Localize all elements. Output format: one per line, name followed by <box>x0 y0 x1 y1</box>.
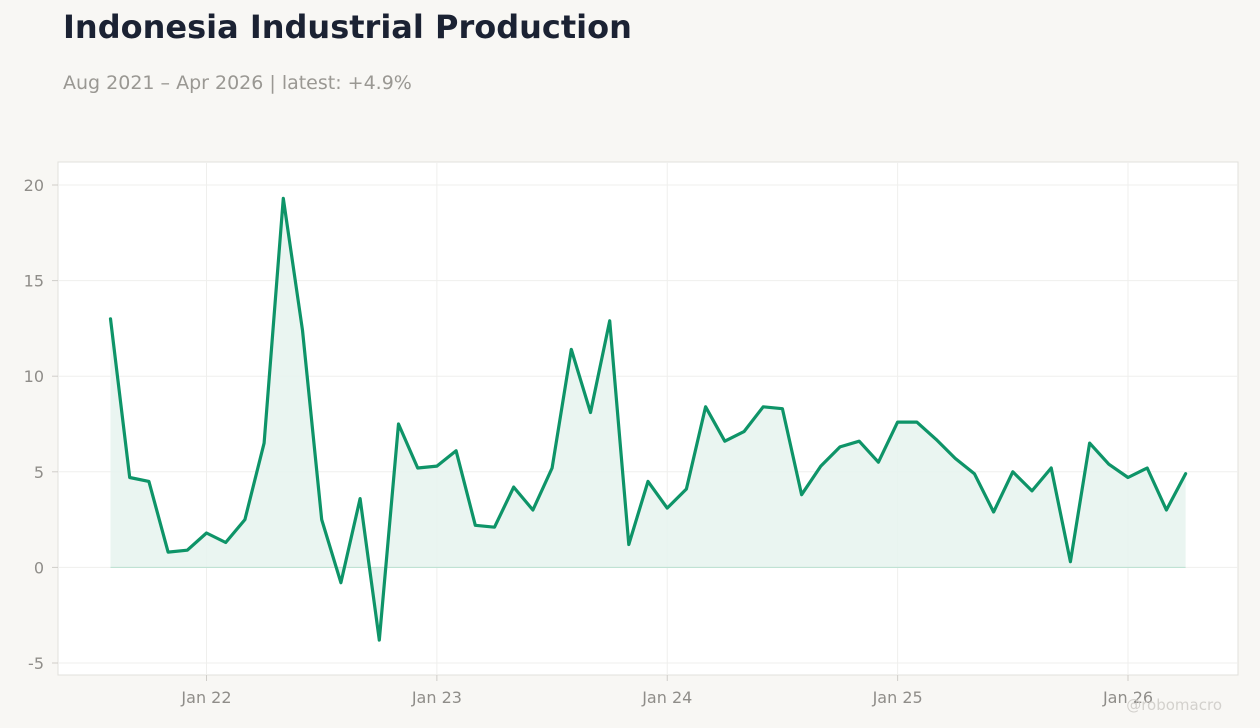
data-point <box>1165 509 1167 511</box>
area-path <box>110 198 1186 641</box>
data-point <box>743 431 745 433</box>
data-point <box>206 532 207 534</box>
data-point <box>935 438 937 440</box>
chart-subtitle: Aug 2021 – Apr 2026 | latest: +4.9% <box>63 72 412 94</box>
data-point <box>1050 467 1052 469</box>
y-tick-label: 5 <box>34 463 44 482</box>
data-point <box>263 442 265 444</box>
data-point <box>724 440 726 442</box>
data-point <box>877 461 879 463</box>
y-tick-label: 15 <box>24 272 44 291</box>
plot-area <box>57 161 1239 676</box>
data-point <box>590 412 591 413</box>
data-point <box>532 509 534 511</box>
data-point <box>762 406 764 408</box>
data-point <box>820 465 822 467</box>
data-point <box>340 582 342 584</box>
data-point <box>897 421 899 423</box>
data-point <box>1089 442 1091 444</box>
y-tick-label: -5 <box>28 654 44 673</box>
data-point <box>685 488 687 490</box>
x-tick-label: Jan 24 <box>641 688 692 707</box>
data-point <box>321 519 323 521</box>
data-point <box>417 467 419 469</box>
x-tick-label: Jan 26 <box>1102 688 1153 707</box>
data-point <box>781 408 783 410</box>
data-point <box>378 639 380 641</box>
x-tick-label: Jan 25 <box>872 688 923 707</box>
series-line <box>108 196 1188 642</box>
x-tick-label: Jan 22 <box>180 688 231 707</box>
data-point <box>455 450 457 452</box>
x-tick-label: Jan 23 <box>411 688 462 707</box>
data-point <box>282 197 284 199</box>
y-tick-label: 20 <box>24 176 44 195</box>
data-point <box>1127 477 1129 478</box>
data-point <box>1185 473 1187 475</box>
y-tick-label: 10 <box>24 367 44 386</box>
data-point <box>666 507 668 509</box>
data-point <box>1146 467 1148 469</box>
data-point <box>110 318 111 320</box>
data-point <box>398 423 399 425</box>
data-point <box>1012 471 1014 473</box>
data-point <box>436 465 438 467</box>
data-point <box>474 524 476 526</box>
data-point <box>801 494 803 496</box>
data-point <box>858 440 860 442</box>
data-point <box>705 406 707 408</box>
data-point <box>551 467 553 469</box>
data-point <box>916 421 918 423</box>
data-point <box>1031 490 1033 492</box>
watermark: @robomacro <box>1126 696 1222 714</box>
data-point <box>993 511 995 513</box>
y-tick-label: 0 <box>34 558 44 577</box>
area-fill <box>110 198 1186 641</box>
data-point <box>186 549 188 551</box>
data-point <box>359 498 361 500</box>
data-point <box>302 329 303 331</box>
grid-lines <box>58 162 1238 675</box>
data-point <box>129 477 131 478</box>
data-point <box>167 551 169 553</box>
data-point <box>570 348 572 350</box>
data-point <box>628 544 630 545</box>
chart-title: Indonesia Industrial Production <box>63 8 632 46</box>
data-point <box>1108 463 1110 465</box>
data-point <box>609 320 611 322</box>
y-axis-ticks: 20 15 10 5 0 -5 <box>24 176 58 673</box>
data-point <box>1069 561 1071 563</box>
data-point <box>244 519 246 521</box>
data-point <box>494 526 495 528</box>
data-point <box>513 486 515 488</box>
data-point <box>647 480 649 482</box>
x-axis-ticks: Jan 22 Jan 23 Jan 24 Jan 25 Jan 26 <box>180 675 1153 707</box>
data-point <box>225 542 227 543</box>
data-point <box>148 480 150 482</box>
data-point <box>839 446 841 448</box>
data-point <box>973 473 975 475</box>
data-point <box>954 457 956 459</box>
